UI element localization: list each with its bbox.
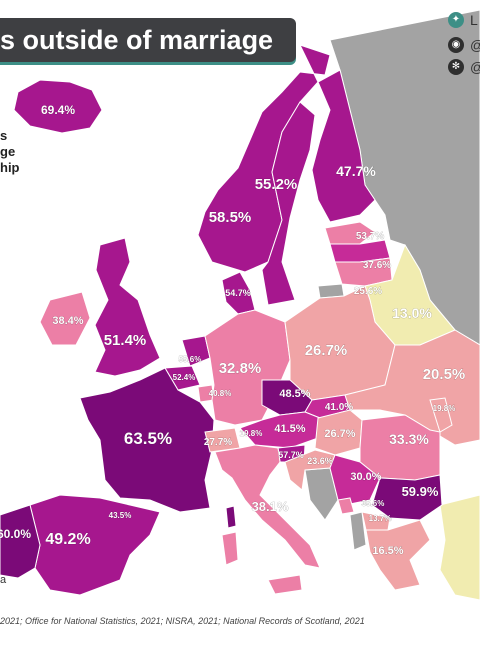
value-label-liechtenstein: 19.8% (240, 429, 263, 438)
value-label-slovakia: 41.0% (325, 402, 353, 413)
value-label-germany: 32.8% (219, 360, 262, 377)
region-serbia (329, 454, 381, 506)
value-label-netherlands: 55.6% (179, 355, 202, 364)
value-label-spain: 49.2% (45, 531, 90, 548)
region-ireland (39, 291, 91, 346)
legend-line-2: ge (0, 144, 16, 159)
value-label-romania: 33.3% (389, 431, 429, 447)
legend-line-1: s (0, 128, 8, 143)
value-label-finland: 47.7% (336, 163, 376, 179)
region-corsica (225, 505, 237, 529)
value-label-croatia: 23.6% (307, 456, 333, 466)
value-label-belarus: 13.0% (392, 305, 432, 321)
value-label-belgium: 52.4% (173, 373, 196, 382)
region-iceland (13, 79, 103, 134)
value-labels: 69.4% 55.2% 47.7% 58.5% 53.7% 37.6% 25.6% 13.0%… (0, 103, 466, 558)
social-text-3: @ (470, 59, 480, 75)
social-text-1: L (470, 12, 478, 28)
region-finland (311, 69, 376, 223)
social-text-2: @ (470, 37, 480, 53)
value-label-andorra: 43.5% (109, 511, 132, 520)
value-label-denmark: 54.7% (225, 288, 251, 298)
region-sardinia (221, 531, 239, 566)
value-label-sweden: 55.2% (255, 176, 298, 193)
region-croatia (284, 449, 336, 491)
value-label-ukraine: 20.5% (423, 366, 466, 383)
instagram-icon[interactable]: ◉ (448, 37, 464, 53)
region-france (79, 367, 215, 513)
value-label-portugal: 60.0% (0, 527, 31, 541)
value-label-ireland: 38.4% (52, 315, 83, 327)
value-label-norway: 58.5% (209, 209, 252, 226)
region-estonia (324, 221, 376, 245)
value-label-greece: 16.5% (372, 545, 403, 557)
region-bulgaria (371, 474, 443, 521)
value-label-lithuania: 37.6% (363, 260, 391, 271)
value-label-luxembourg: 40.8% (209, 389, 232, 398)
bottom-left-fragment: a (0, 574, 7, 586)
value-label-poland: 26.7% (305, 342, 348, 359)
value-label-hungary: 26.7% (324, 428, 355, 440)
value-label-serbia: 30.0% (350, 471, 381, 483)
value-label-slovenia: 57.7% (278, 450, 304, 460)
value-label-austria: 41.5% (274, 423, 305, 435)
value-label-bulgaria: 59.9% (402, 484, 439, 499)
value-label-france: 63.5% (124, 429, 172, 448)
value-label-montenegro: 35.6% (362, 499, 385, 508)
region-portugal (0, 504, 41, 579)
value-label-uk: 51.4% (104, 332, 147, 349)
value-label-north-macedonia: 13.7% (369, 514, 392, 523)
twitter-icon[interactable]: ✻ (448, 59, 464, 75)
value-label-latvia: 53.7% (356, 231, 384, 242)
region-sweden (261, 101, 316, 306)
region-italy (214, 444, 321, 569)
legend-line-3: hip (0, 160, 20, 175)
logo-icon[interactable]: ✦ (448, 12, 464, 28)
value-label-czechia: 48.5% (279, 388, 310, 400)
value-label-switzerland: 27.7% (204, 437, 232, 448)
value-label-iceland: 69.4% (41, 103, 75, 117)
source-text: 2021; Office for National Statistics, 20… (0, 616, 365, 626)
value-label-moldova: 19.8% (433, 404, 456, 413)
albania (349, 511, 367, 551)
region-uk (94, 237, 161, 377)
turkey-region (439, 494, 480, 601)
region-moldova (429, 397, 453, 433)
region-sicily (267, 574, 303, 595)
value-label-poland-ne: 25.6% (354, 286, 382, 297)
title-bar: s outside of marriage (0, 18, 296, 62)
map-title: s outside of marriage (0, 25, 274, 55)
value-label-italy: 38.1% (252, 499, 289, 514)
region-greece (365, 519, 431, 591)
region-montenegro (337, 497, 355, 515)
